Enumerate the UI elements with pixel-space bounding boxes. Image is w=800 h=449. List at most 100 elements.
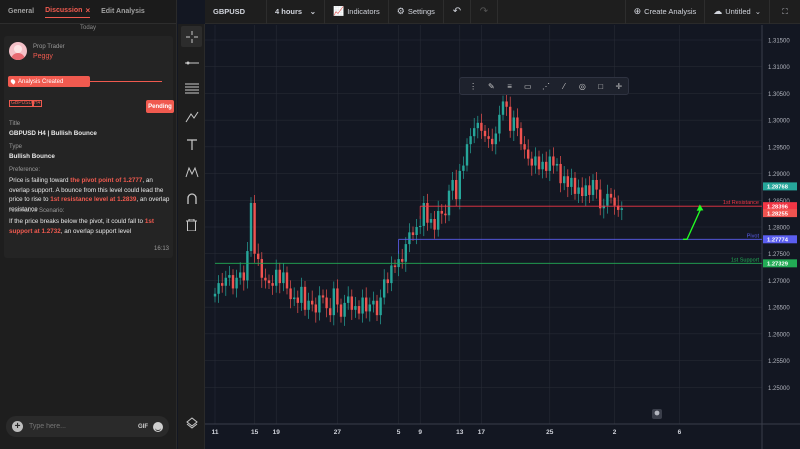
candle-body (465, 144, 469, 166)
candle-body (307, 300, 310, 310)
candle-body (483, 130, 487, 137)
candle-body (566, 176, 569, 187)
candle-body (581, 187, 584, 197)
box-icon[interactable]: □ (598, 81, 604, 91)
tab-general[interactable]: General (8, 8, 35, 15)
create-analysis-button[interactable]: ⊕ Create Analysis (626, 0, 706, 24)
date-divider: Today (79, 25, 96, 31)
candle-body (257, 253, 260, 260)
title-label: Title (9, 121, 21, 127)
candle-body (606, 193, 609, 206)
undo-icon[interactable]: ↶ (444, 0, 471, 24)
level-price-label: 1.27329 (767, 262, 789, 268)
candle-body (343, 302, 346, 317)
plus-circle-icon: ⊕ (633, 6, 642, 16)
candle-body (285, 272, 289, 289)
candle-body (426, 202, 429, 223)
tab-edit-analysis[interactable]: Edit Analysis (101, 8, 145, 15)
horizontal-line-icon[interactable] (181, 52, 202, 73)
candle-body (217, 283, 220, 294)
line-width-icon[interactable]: ⁄ (563, 81, 565, 91)
chevron-down-icon: ⌄ (754, 7, 761, 16)
candle-body (361, 297, 364, 314)
tab-discussion[interactable]: Discussion × (45, 5, 91, 18)
text-icon[interactable] (181, 134, 202, 155)
candle-body (419, 225, 422, 227)
price-tag (763, 182, 797, 191)
drawing-properties-bar: ⋮ ✎ ≡ ▭ ⋰ ⁄ ◎ □ ✛ (459, 77, 629, 95)
candle-body (437, 210, 440, 230)
timeframe-value: 4 hours (275, 7, 303, 16)
candle-body (264, 277, 267, 281)
candle-body (573, 177, 577, 194)
candle-body (602, 205, 605, 209)
timeframe-selector[interactable]: 4 hours ⌄ (267, 0, 325, 24)
candle-body (563, 176, 566, 184)
indicators-button[interactable]: 📈 Indicators (325, 0, 389, 24)
dotted-line-icon[interactable]: ⋰ (541, 81, 550, 91)
line-style-icon[interactable]: ≡ (507, 81, 512, 91)
crosshair-small-icon[interactable]: ✛ (615, 81, 623, 91)
candle-body (455, 179, 458, 200)
candle-body (383, 279, 386, 298)
y-tick-label: 1.31000 (768, 65, 790, 71)
candle-body (293, 297, 296, 300)
candle-body (548, 156, 551, 171)
layers-icon[interactable] (181, 412, 202, 433)
crosshair-icon[interactable] (181, 26, 202, 47)
message-input[interactable] (29, 423, 138, 430)
x-tick-label: 25 (546, 429, 554, 436)
gif-button[interactable]: GIF (138, 423, 148, 430)
price-chart[interactable]: 1.31500 1.31000 1.30500 1.30000 1.29500 1.290… (205, 25, 800, 449)
alternative-label: Alternative Scenario: (9, 208, 65, 214)
magnet-icon[interactable] (181, 188, 202, 209)
analysis-created-tag: Analysis Created (8, 76, 90, 87)
fib-icon[interactable] (181, 78, 202, 99)
add-attachment-icon[interactable]: + (12, 421, 23, 432)
trash-icon[interactable] (181, 214, 202, 235)
redo-icon[interactable]: ↷ (471, 0, 498, 24)
toolbar-spacer (498, 0, 626, 24)
user-name[interactable]: Peggy (33, 53, 53, 60)
pencil-icon[interactable]: ✎ (487, 81, 495, 91)
cloud-icon: ☁ (713, 6, 723, 16)
layout-selector[interactable]: ☁ Untitled ⌄ (705, 0, 770, 24)
drag-handle-icon[interactable]: ⋮ (469, 81, 478, 91)
close-icon[interactable]: × (85, 5, 91, 15)
avatar[interactable] (9, 42, 27, 60)
discussion-panel: General Discussion × Edit Analysis Today… (0, 0, 177, 449)
candle-body (599, 189, 602, 209)
fill-icon[interactable]: ▭ (523, 81, 532, 91)
candle-body (278, 269, 281, 284)
candle-body (480, 122, 483, 131)
price-tag-label: 1.28255 (767, 211, 789, 217)
candle-body (242, 272, 245, 281)
divider (90, 81, 162, 82)
candlestick-chart[interactable]: 1.31500 1.31000 1.30500 1.30000 1.29500 1.290… (205, 25, 800, 449)
x-tick-label: 9 (418, 429, 422, 436)
analysis-created-label: Analysis Created (18, 78, 64, 85)
pattern-icon[interactable] (181, 161, 202, 182)
status-badge[interactable]: Pending (146, 100, 174, 113)
y-tick-label: 1.27500 (768, 252, 790, 258)
candle-body (595, 179, 598, 190)
level-name-label: 1st Resistance (723, 200, 759, 206)
candle-body (469, 136, 472, 145)
projection-arrow (683, 208, 702, 240)
candle-body (224, 277, 227, 286)
symbol-selector[interactable]: GBPUSD (205, 0, 267, 24)
settings-button[interactable]: ⚙ Settings (389, 0, 444, 24)
candle-body (296, 297, 299, 303)
type-label: Type (9, 144, 23, 150)
emoji-icon[interactable] (153, 421, 163, 432)
candle-body (530, 158, 533, 166)
brush-icon[interactable] (181, 106, 202, 127)
fullscreen-icon[interactable]: ⛶ (782, 6, 788, 16)
visibility-icon[interactable]: ◎ (578, 81, 586, 91)
candle-body (620, 208, 623, 210)
y-tick-label: 1.30000 (768, 119, 790, 125)
candle-body (617, 205, 620, 210)
candle-body (267, 280, 271, 284)
candle-body (249, 202, 253, 252)
indicators-icon: 📈 (333, 6, 345, 16)
